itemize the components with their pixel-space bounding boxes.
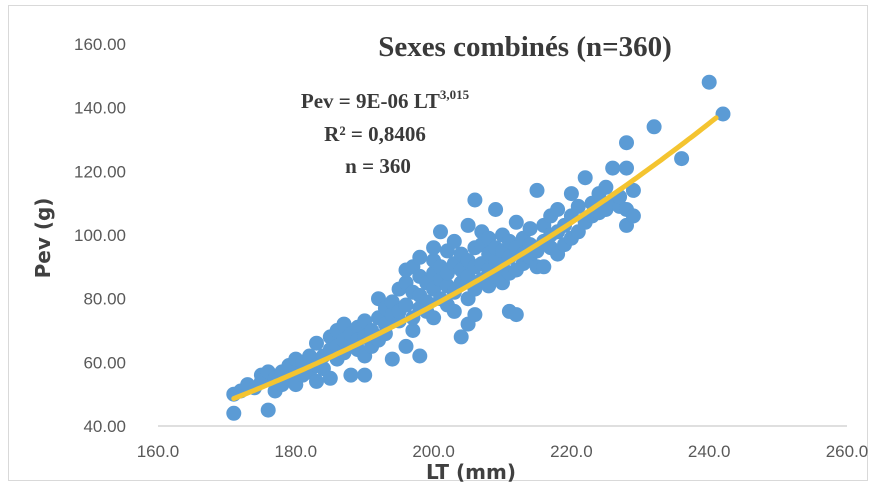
x-tick-label: 180.0 (275, 442, 318, 461)
data-point (625, 182, 641, 198)
data-point (619, 160, 634, 176)
data-points (226, 74, 731, 421)
y-tick-label: 100.00 (74, 226, 126, 245)
data-point (467, 192, 483, 208)
data-point (508, 307, 524, 323)
x-tick-label: 240.0 (688, 442, 731, 461)
tick-labels: 160.0 180.0 200.0 220.0 240.0 260.0 40.00 60.00… (74, 35, 868, 461)
y-tick-label: 80.00 (83, 290, 126, 309)
n-label: n = 360 (345, 154, 411, 178)
data-point (433, 224, 448, 240)
data-point (577, 170, 593, 186)
data-point (322, 370, 338, 386)
data-point (570, 198, 586, 214)
r-squared-label: R² = 0,8406 (324, 122, 426, 146)
equation-exponent: 3,015 (440, 87, 470, 102)
data-point (488, 202, 504, 217)
x-tick-label: 220.0 (550, 442, 593, 461)
y-tick-label: 60.00 (83, 353, 126, 372)
data-point (412, 249, 428, 265)
data-point (563, 186, 579, 202)
data-point (460, 217, 476, 233)
data-point (715, 106, 731, 122)
data-point (398, 338, 414, 354)
data-point (309, 335, 324, 351)
power-trendline (231, 115, 719, 402)
data-point (508, 214, 524, 230)
data-point (384, 351, 400, 367)
data-point (405, 323, 421, 338)
data-point (529, 182, 545, 198)
chart-title: Sexes combinés (n=360) (378, 31, 672, 63)
data-point (446, 233, 462, 249)
data-point (646, 119, 662, 135)
data-point (536, 259, 552, 275)
data-point (412, 348, 428, 364)
data-point (619, 135, 634, 151)
y-tick-label: 160.00 (74, 35, 126, 54)
data-point (453, 329, 469, 345)
y-tick-label: 120.00 (74, 162, 126, 181)
data-point (357, 367, 373, 383)
data-point (446, 303, 462, 319)
x-axis-title: LT (mm) (426, 460, 516, 483)
data-point (260, 402, 276, 418)
data-point (226, 405, 242, 421)
data-point (605, 160, 621, 176)
data-point (598, 179, 614, 195)
data-point (522, 221, 538, 237)
y-axis-title: Pev (g) (31, 198, 55, 279)
equation-main: Pev = 9E-06 LT (301, 89, 440, 113)
y-tick-label: 40.00 (83, 417, 126, 436)
data-point (467, 307, 483, 323)
x-tick-label: 200.0 (412, 442, 455, 461)
data-point (625, 208, 641, 224)
y-tick-label: 140.00 (74, 99, 126, 118)
data-point (398, 297, 414, 313)
x-tick-label: 160.0 (137, 442, 180, 461)
data-point (309, 373, 324, 389)
data-point (701, 74, 717, 90)
data-point (343, 367, 359, 383)
equation-label: Pev = 9E-06 LT3,015 (301, 87, 470, 113)
data-point (550, 202, 566, 217)
data-point (674, 151, 690, 167)
data-point (426, 310, 442, 326)
data-point (426, 240, 442, 256)
x-tick-label: 260.0 (826, 442, 869, 461)
